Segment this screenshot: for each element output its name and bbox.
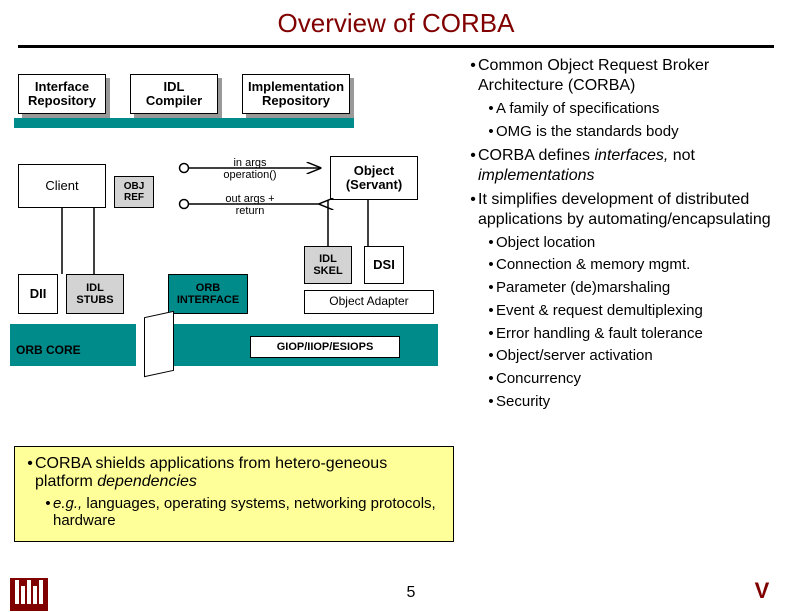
bullet-item: •Common Object Request Broker Architectu… [468,56,772,96]
page-number: 5 [80,584,742,602]
bullet-dot-icon: • [486,279,496,298]
bullet-dot-icon: • [486,234,496,253]
callout-box: • CORBA shields applications from hetero… [14,446,454,542]
bullet-text: Object/server activation [496,347,772,366]
bullet-text: CORBA defines interfaces, not implementa… [478,146,772,186]
bullet-text: Connection & memory mgmt. [496,256,772,275]
bullet-item: •Parameter (de)marshaling [486,279,772,298]
slide-title: Overview of CORBA [0,0,792,39]
bullet-item: •Error handling & fault tolerance [486,325,772,344]
bullet-dot-icon: • [468,190,478,230]
left-column: InterfaceRepositoryIDLCompilerImplementa… [8,56,468,436]
bullet-item: •Object location [486,234,772,253]
corba-diagram: InterfaceRepositoryIDLCompilerImplementa… [8,56,458,436]
bullet-text: OMG is the standards body [496,123,772,142]
bullet-text: Common Object Request Broker Architectur… [478,56,772,96]
bullet-item: •It simplifies development of distribute… [468,190,772,230]
bullet-text: Security [496,393,772,412]
bullet-dot-icon: • [486,123,496,142]
bullet-dot-icon: • [486,302,496,321]
bullet-item: •Connection & memory mgmt. [486,256,772,275]
bullet-item: •Object/server activation [486,347,772,366]
bullet-dot-icon: • [25,455,35,491]
bullet-item: •OMG is the standards body [486,123,772,142]
bullet-text: Object location [496,234,772,253]
bullet-dot-icon: • [486,347,496,366]
bullet-text: Parameter (de)marshaling [496,279,772,298]
bullet-item: •A family of specifications [486,100,772,119]
isis-logo [10,578,80,608]
bullet-item: •Event & request demultiplexing [486,302,772,321]
bullet-text: Error handling & fault tolerance [496,325,772,344]
bullet-dot-icon: • [486,100,496,119]
bullet-dot-icon: • [486,325,496,344]
bullet-text: Concurrency [496,370,772,389]
callout-line-2: • e.g., languages, operating systems, ne… [43,495,443,529]
callout-text-2: e.g., languages, operating systems, netw… [53,495,443,529]
bullet-dot-icon: • [486,256,496,275]
diagram-arrows [8,56,458,436]
bullet-dot-icon: • [43,495,53,529]
italic-word: dependencies [97,473,197,490]
callout-text-1: CORBA shields applications from hetero-g… [35,455,443,491]
bullet-item: •Security [486,393,772,412]
bullet-dot-icon: • [468,56,478,96]
right-column: •Common Object Request Broker Architectu… [468,56,778,436]
content-area: InterfaceRepositoryIDLCompilerImplementa… [0,48,792,436]
vu-logo: V [742,578,782,608]
callout-line-1: • CORBA shields applications from hetero… [25,455,443,491]
bullet-dot-icon: • [468,146,478,186]
bullet-text: Event & request demultiplexing [496,302,772,321]
slide-footer: 5 V [0,578,792,608]
bullet-item: •Concurrency [486,370,772,389]
bullet-dot-icon: • [486,393,496,412]
bullet-text: A family of specifications [496,100,772,119]
bullet-dot-icon: • [486,370,496,389]
italic-word: e.g., [53,495,82,512]
bullet-item: •CORBA defines interfaces, not implement… [468,146,772,186]
bullet-text: It simplifies development of distributed… [478,190,772,230]
